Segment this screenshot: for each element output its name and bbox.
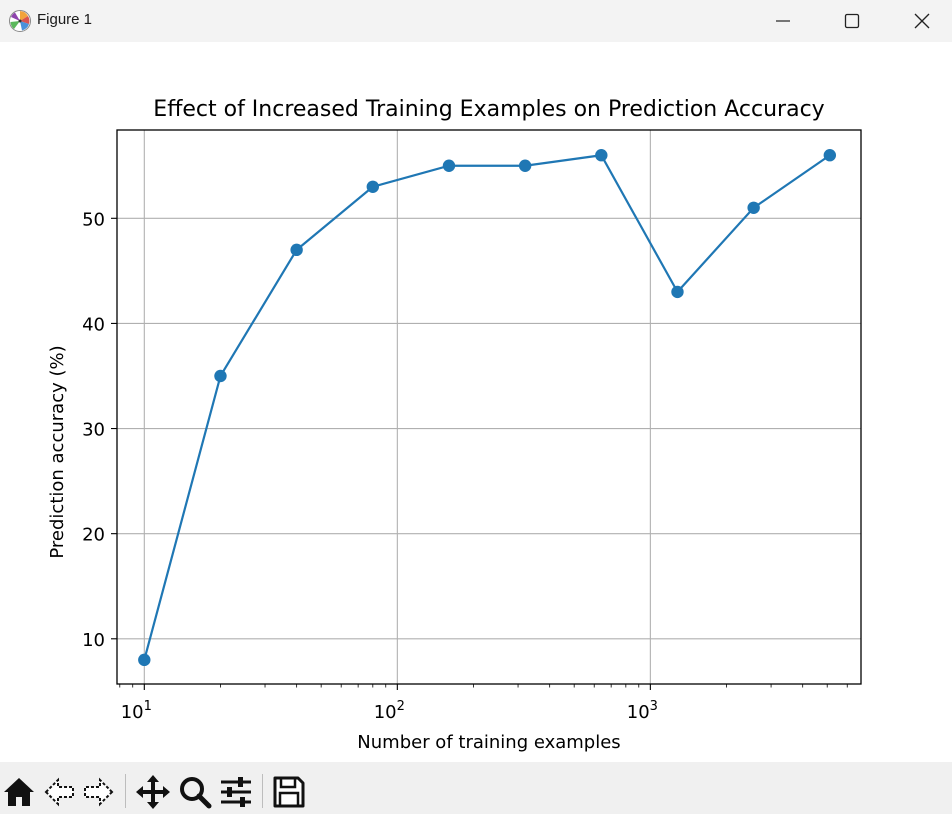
forward-button[interactable] [78,772,118,812]
data-point [518,159,532,172]
maximize-icon [844,13,860,29]
y-tick-label: 40 [82,314,105,335]
close-button[interactable] [887,0,952,42]
minimize-icon [775,13,791,29]
zoom-button[interactable] [175,772,215,812]
close-icon [914,13,930,29]
move-icon [133,772,173,812]
x-tick-exponent: 1 [144,699,152,714]
toolbar-separator [262,774,263,808]
y-tick-label: 30 [82,420,105,441]
data-point [366,180,380,193]
home-icon [0,772,40,812]
floppy-disk-icon [269,772,309,812]
series-line [143,154,831,661]
y-tick-label: 20 [82,525,105,546]
sliders-icon [216,772,256,812]
data-point [595,149,608,162]
plot-frame [116,129,862,685]
chart-title: Effect of Increased Training Examples on… [153,97,824,122]
pan-button[interactable] [133,772,173,812]
forward-arrow-icon [78,772,118,812]
data-point [214,369,227,383]
x-axis-label: Number of training examples [357,732,620,753]
data-point [442,159,456,172]
data-point [138,653,151,667]
x-tick-label: 103 [627,699,658,723]
x-tick-exponent: 2 [397,699,405,714]
back-button[interactable] [40,772,80,812]
home-button[interactable] [0,772,40,812]
y-tick-label: 10 [82,630,105,651]
data-point [671,285,684,299]
y-tick-label: 50 [82,209,105,230]
save-button[interactable] [269,772,309,812]
x-tick-base: 10 [627,702,650,723]
matplotlib-logo-icon [8,9,32,33]
series-layer [138,149,837,667]
window-title: Figure 1 [37,11,93,28]
x-tick-base: 10 [121,702,144,723]
x-axis-ticks: 101 102 103 [119,684,848,723]
toolbar-separator [125,774,126,808]
data-point [747,201,760,214]
x-tick-base: 10 [374,702,397,723]
figure-canvas[interactable]: Effect of Increased Training Examples on… [0,42,952,762]
title-bar: Figure 1 [0,0,952,42]
line-chart: Effect of Increased Training Examples on… [47,97,862,753]
grid-lines [117,130,861,684]
minimize-button[interactable] [748,0,818,42]
x-tick-label: 102 [374,699,405,723]
back-arrow-icon [40,772,80,812]
maximize-button[interactable] [817,0,887,42]
x-tick-label: 101 [121,699,152,723]
y-axis-ticks: 10 20 30 40 50 [82,209,117,651]
navigation-toolbar [0,762,952,814]
y-axis-label: Prediction accuracy (%) [47,345,68,558]
data-point [823,149,837,162]
configure-subplots-button[interactable] [216,772,256,812]
x-tick-exponent: 3 [650,699,658,714]
data-point [290,243,303,257]
magnifier-icon [175,772,215,812]
